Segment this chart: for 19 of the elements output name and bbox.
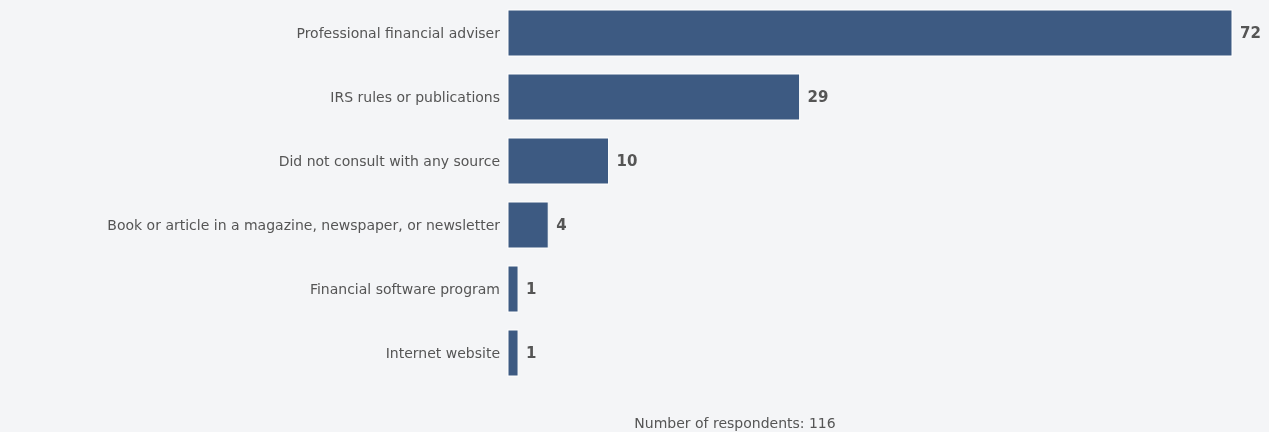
bar — [507, 201, 549, 249]
y-tick-label: IRS rules or publications — [330, 88, 500, 105]
y-tick-label: Professional financial adviser — [296, 24, 501, 41]
bar — [507, 329, 519, 377]
y-tick-label: Financial software program — [309, 280, 500, 297]
bar — [507, 137, 610, 185]
data-label: 1 — [526, 344, 537, 363]
y-tick-label: Internet website — [385, 344, 500, 361]
bar — [507, 265, 519, 313]
data-label: 4 — [556, 216, 567, 235]
data-label: 10 — [616, 152, 638, 171]
bar — [507, 9, 1233, 57]
y-tick-label: Did not consult with any source — [278, 152, 500, 169]
x-axis-title: Number of respondents: 116 — [634, 415, 836, 431]
data-label: 1 — [526, 280, 537, 299]
data-label: 72 — [1240, 24, 1261, 43]
data-label: 29 — [807, 88, 829, 107]
bar — [507, 73, 801, 121]
y-tick-label: Book or article in a magazine, newspaper, or newsletter — [107, 216, 501, 233]
